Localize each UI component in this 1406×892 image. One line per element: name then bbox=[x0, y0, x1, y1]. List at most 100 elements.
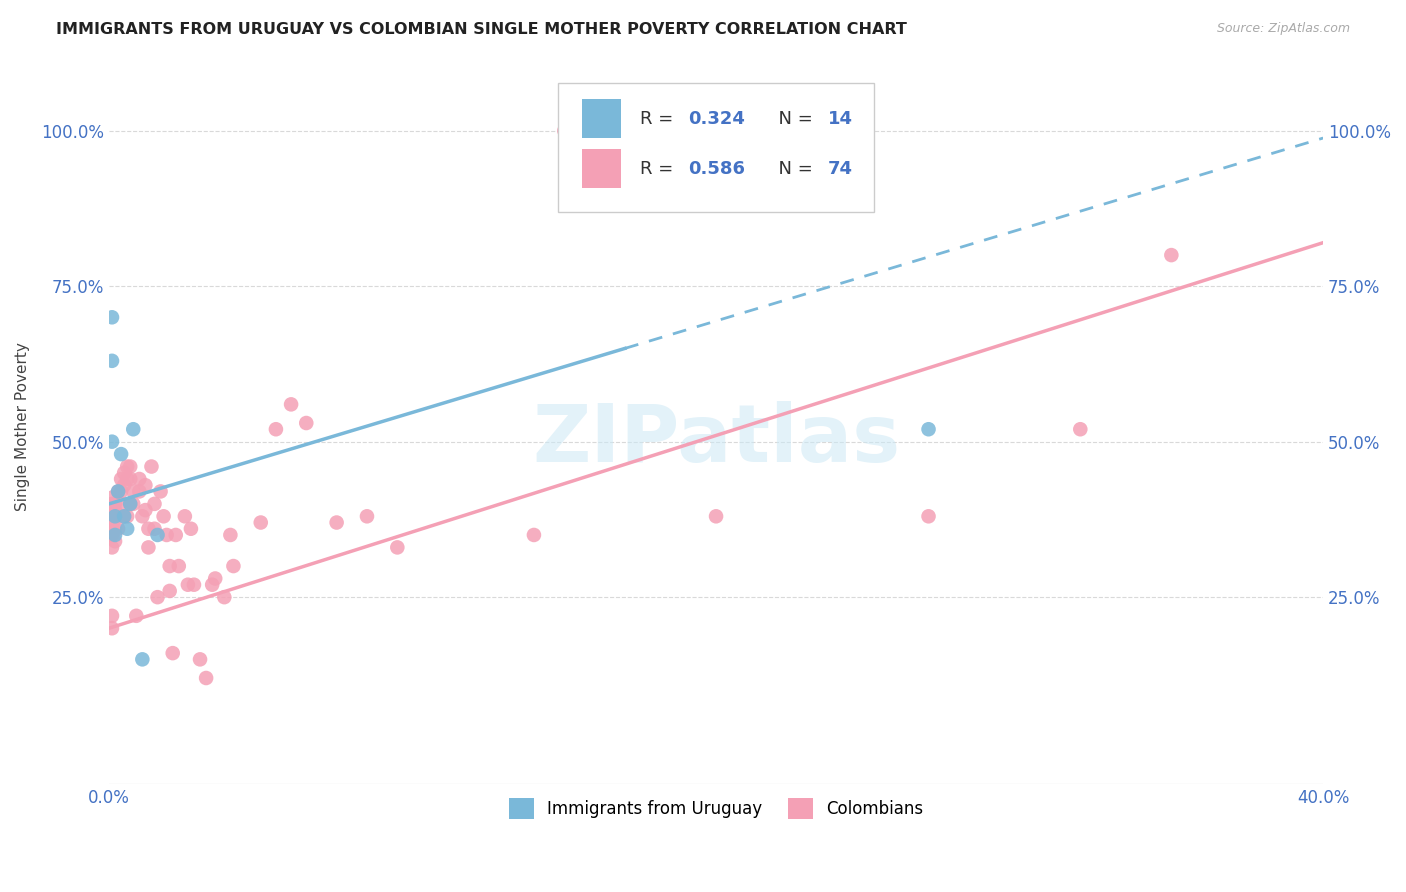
Point bbox=[101, 497, 124, 511]
Point bbox=[122, 497, 145, 511]
Point bbox=[107, 522, 129, 536]
Point bbox=[188, 652, 211, 666]
FancyBboxPatch shape bbox=[582, 149, 621, 188]
FancyBboxPatch shape bbox=[582, 99, 621, 138]
Point bbox=[104, 497, 127, 511]
Point bbox=[101, 503, 124, 517]
Point bbox=[101, 491, 124, 505]
Point bbox=[222, 559, 245, 574]
Point bbox=[167, 559, 190, 574]
Point bbox=[356, 509, 378, 524]
Point bbox=[120, 472, 142, 486]
Point bbox=[125, 608, 148, 623]
Point bbox=[917, 422, 939, 436]
Point bbox=[523, 528, 546, 542]
Point bbox=[115, 472, 138, 486]
Point bbox=[104, 522, 127, 536]
Point bbox=[107, 509, 129, 524]
Point bbox=[110, 497, 132, 511]
Text: R =: R = bbox=[640, 110, 679, 128]
Point bbox=[128, 472, 150, 486]
Point bbox=[120, 459, 142, 474]
Point bbox=[101, 621, 124, 635]
Point bbox=[149, 484, 172, 499]
Point bbox=[122, 484, 145, 499]
Point bbox=[204, 572, 226, 586]
Text: ZIPatlas: ZIPatlas bbox=[531, 401, 900, 479]
Point bbox=[249, 516, 271, 530]
Point bbox=[141, 459, 163, 474]
Point bbox=[159, 583, 181, 598]
Text: 14: 14 bbox=[828, 110, 853, 128]
Point bbox=[101, 310, 124, 325]
Point bbox=[104, 534, 127, 549]
Point bbox=[159, 559, 181, 574]
Point bbox=[264, 422, 287, 436]
Point bbox=[112, 509, 135, 524]
Text: 74: 74 bbox=[828, 160, 853, 178]
Point bbox=[143, 522, 166, 536]
Point bbox=[146, 528, 169, 542]
Point bbox=[101, 608, 124, 623]
Point bbox=[101, 516, 124, 530]
Point bbox=[112, 466, 135, 480]
Point bbox=[219, 528, 242, 542]
Point bbox=[177, 578, 200, 592]
FancyBboxPatch shape bbox=[558, 83, 875, 211]
Legend: Immigrants from Uruguay, Colombians: Immigrants from Uruguay, Colombians bbox=[502, 792, 929, 825]
Point bbox=[112, 478, 135, 492]
Point bbox=[107, 484, 129, 499]
Point bbox=[704, 509, 727, 524]
Text: N =: N = bbox=[768, 160, 818, 178]
Point bbox=[115, 459, 138, 474]
Point bbox=[134, 503, 156, 517]
Point bbox=[1160, 248, 1182, 262]
Point bbox=[195, 671, 218, 685]
Point bbox=[553, 124, 575, 138]
Point bbox=[134, 478, 156, 492]
Point bbox=[104, 528, 127, 542]
Point bbox=[146, 590, 169, 604]
Point bbox=[152, 509, 174, 524]
Point bbox=[120, 497, 142, 511]
Point bbox=[128, 484, 150, 499]
Point bbox=[107, 509, 129, 524]
Point bbox=[295, 416, 318, 430]
Point bbox=[110, 447, 132, 461]
Point bbox=[917, 509, 939, 524]
Point bbox=[107, 484, 129, 499]
Point bbox=[101, 522, 124, 536]
Point bbox=[110, 472, 132, 486]
Point bbox=[115, 522, 138, 536]
Point bbox=[115, 509, 138, 524]
Point bbox=[183, 578, 205, 592]
Point bbox=[156, 528, 179, 542]
Point bbox=[1069, 422, 1091, 436]
Point bbox=[112, 509, 135, 524]
Point bbox=[735, 186, 758, 200]
Text: IMMIGRANTS FROM URUGUAY VS COLOMBIAN SINGLE MOTHER POVERTY CORRELATION CHART: IMMIGRANTS FROM URUGUAY VS COLOMBIAN SIN… bbox=[56, 22, 907, 37]
Text: N =: N = bbox=[768, 110, 818, 128]
Text: R =: R = bbox=[640, 160, 679, 178]
Point bbox=[131, 652, 153, 666]
Point bbox=[143, 497, 166, 511]
Point bbox=[101, 509, 124, 524]
Point bbox=[173, 509, 195, 524]
Point bbox=[120, 497, 142, 511]
Point bbox=[101, 434, 124, 449]
Point bbox=[387, 541, 409, 555]
Point bbox=[201, 578, 224, 592]
Point bbox=[325, 516, 347, 530]
Point bbox=[131, 509, 153, 524]
Text: 0.324: 0.324 bbox=[688, 110, 745, 128]
Text: 0.586: 0.586 bbox=[688, 160, 745, 178]
Point bbox=[180, 522, 202, 536]
Point bbox=[138, 522, 160, 536]
Point bbox=[104, 509, 127, 524]
Point bbox=[104, 503, 127, 517]
Point bbox=[101, 354, 124, 368]
Point bbox=[104, 509, 127, 524]
Point bbox=[101, 541, 124, 555]
Point bbox=[162, 646, 184, 660]
Text: Source: ZipAtlas.com: Source: ZipAtlas.com bbox=[1216, 22, 1350, 36]
